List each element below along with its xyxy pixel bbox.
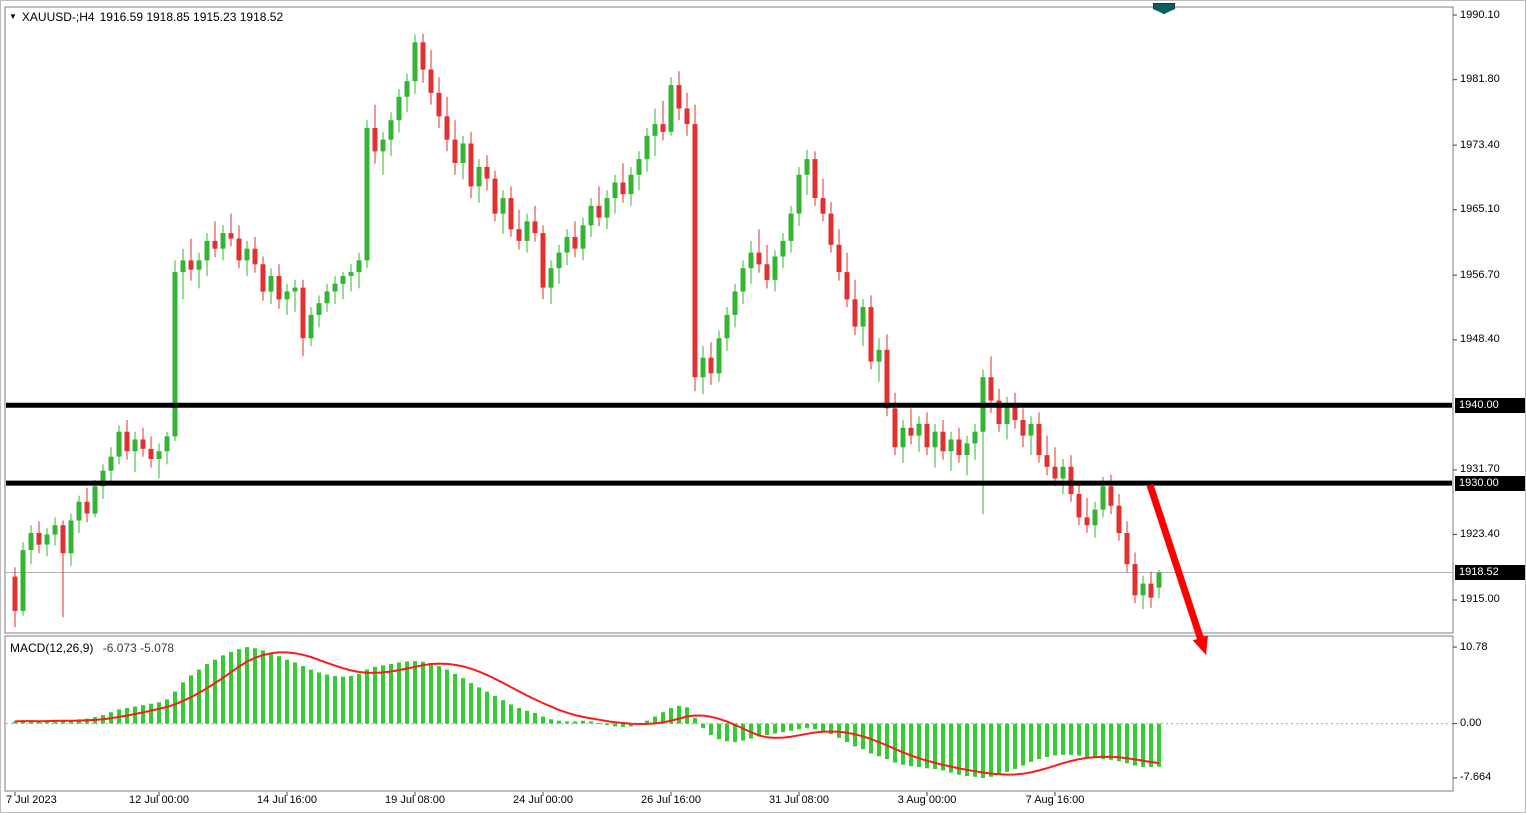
price-tick-label: 1965.10 [1460,203,1500,215]
macd-tick-label: 0.00 [1460,717,1482,729]
price-badge-1940.00: 1940.00 [1455,398,1525,413]
macd-tick-label: 10.78 [1460,641,1488,653]
price-tick-label: 1915.00 [1460,593,1500,605]
price-tick-label: 1990.10 [1460,9,1500,21]
symbol-dropdown-icon[interactable]: ▼ [9,12,17,21]
time-tick-label: 19 Jul 08:00 [385,794,445,806]
time-tick-label: 12 Jul 00:00 [129,794,189,806]
candles-group [12,33,1162,628]
time-tick-label: 31 Jul 08:00 [769,794,829,806]
macd-tick-label: -7.664 [1460,771,1492,783]
price-tick-label: 1923.40 [1460,528,1500,540]
macd-values: -6.073 -5.078 [102,641,175,655]
trend-arrow-shaft[interactable] [1146,483,1206,645]
chart-shift-marker[interactable] [1153,3,1175,14]
macd-indicator-label: MACD(12,26,9) -6.073 -5.078 [10,641,174,655]
symbol-info: ▼ XAUUSD-;H4 1916.59 1918.85 1915.23 191… [9,10,283,24]
price-tick-label: 1956.70 [1460,269,1500,281]
time-tick-label: 7 Aug 16:00 [1025,794,1085,806]
trend-arrow-head[interactable] [1192,635,1208,655]
price-tick-label: 1981.80 [1460,73,1500,85]
macd-name: MACD(12,26,9) [10,641,94,655]
time-tick-label: 24 Jul 00:00 [513,794,573,806]
symbol-timeframe-label: XAUUSD-;H4 [21,10,95,24]
ohlc-readout: 1916.59 1918.85 1915.23 1918.52 [99,10,284,24]
time-tick-label: 7 Jul 2023 [6,794,57,806]
macd-signal-line [14,651,1160,776]
macd-histogram [13,647,1161,778]
current-price-badge: 1918.52 [1455,565,1525,580]
time-tick-label: 26 Jul 16:00 [641,794,701,806]
time-tick-label: 3 Aug 00:00 [897,794,957,806]
price-tick-label: 1931.70 [1460,463,1500,475]
price-tick-label: 1973.40 [1460,139,1500,151]
price-badge-1930.00: 1930.00 [1455,476,1525,491]
time-tick-label: 14 Jul 16:00 [257,794,317,806]
price-tick-label: 1948.40 [1460,333,1500,345]
price-axis[interactable]: 1990.10 1981.80 1973.40 1965.10 1956.70 1948.… [1455,1,1525,793]
time-axis[interactable]: 7 Jul 2023 12 Jul 00:00 14 Jul 16:00 19 Jul… [1,794,1525,812]
